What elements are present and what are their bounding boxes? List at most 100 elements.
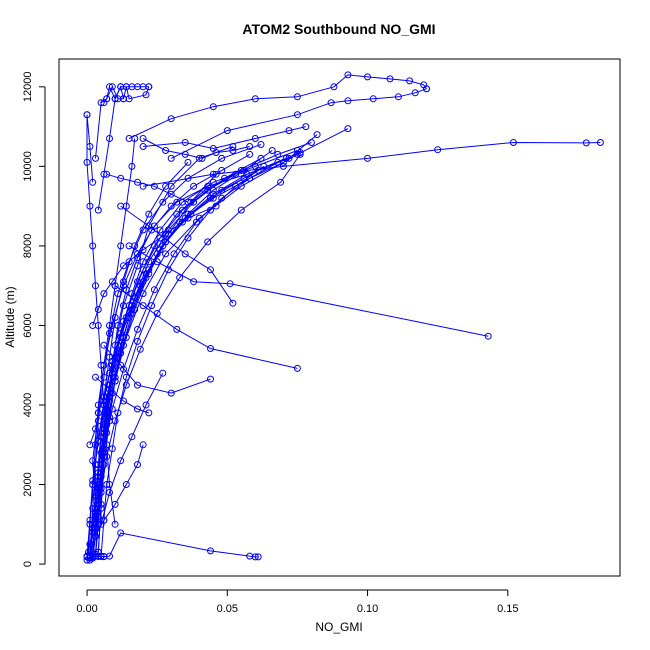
data-point	[394, 93, 402, 101]
data-point	[142, 401, 150, 409]
series-line	[114, 285, 298, 369]
series-25	[92, 83, 127, 162]
data-point	[293, 93, 301, 101]
data-point	[268, 147, 276, 154]
y-tick-label: 4000	[22, 393, 34, 417]
data-point	[167, 190, 175, 198]
series-line	[142, 138, 250, 159]
data-point	[411, 89, 419, 97]
chart-title: ATOM2 Southbound NO_GMI	[242, 21, 435, 37]
data-point	[386, 75, 394, 83]
data-point	[122, 286, 130, 294]
data-point	[434, 146, 442, 154]
data-point	[181, 150, 189, 158]
data-point	[251, 553, 259, 561]
data-point	[100, 341, 108, 349]
data-point	[364, 73, 371, 81]
data-point	[103, 95, 111, 103]
data-point	[120, 278, 127, 286]
data-point	[145, 409, 153, 417]
data-point	[117, 361, 125, 369]
data-point	[209, 145, 217, 152]
y-axis-label: Altitude (m)	[3, 286, 17, 347]
data-point	[167, 389, 175, 397]
data-point	[229, 147, 237, 154]
data-point	[246, 143, 254, 150]
data-point	[209, 170, 217, 178]
data-point	[83, 158, 91, 166]
data-point	[139, 441, 147, 449]
data-point	[106, 413, 113, 421]
series-line	[88, 134, 318, 553]
data-point	[92, 504, 99, 512]
series-layer	[83, 71, 604, 564]
data-point	[120, 262, 127, 270]
data-point	[293, 111, 301, 119]
series-line	[100, 372, 164, 525]
data-point	[117, 242, 125, 250]
data-point	[106, 385, 113, 393]
series-37	[103, 170, 192, 206]
data-point	[279, 162, 287, 170]
data-point	[150, 286, 158, 294]
data-point	[162, 182, 170, 190]
data-point	[293, 364, 301, 372]
data-point	[117, 529, 125, 537]
data-point	[184, 198, 192, 206]
data-point	[156, 226, 164, 234]
series-line	[86, 114, 94, 183]
data-point	[122, 481, 130, 488]
data-point	[89, 524, 97, 532]
data-point	[207, 345, 214, 352]
data-point	[120, 333, 127, 341]
y-tick-label: 8000	[22, 234, 34, 258]
series-28	[139, 139, 604, 190]
data-point	[167, 202, 175, 210]
data-point	[94, 409, 102, 417]
data-point	[94, 206, 102, 214]
data-point	[167, 115, 175, 123]
series-41	[89, 202, 220, 329]
data-point	[117, 83, 125, 91]
data-point	[86, 143, 94, 150]
data-point	[117, 174, 125, 182]
series-34	[89, 529, 262, 561]
series-26	[125, 71, 430, 142]
data-point	[423, 85, 430, 93]
x-tick-label: 0.05	[217, 603, 238, 615]
data-point	[484, 332, 492, 340]
series-30	[117, 202, 237, 307]
data-point	[218, 194, 226, 202]
data-point	[100, 553, 108, 560]
data-point	[120, 95, 127, 103]
data-point	[209, 186, 217, 194]
data-point	[134, 381, 141, 389]
data-point	[307, 139, 315, 146]
series-line	[128, 74, 427, 139]
series-line	[95, 376, 149, 414]
data-point	[111, 377, 119, 385]
data-point	[406, 77, 414, 85]
data-point	[100, 393, 108, 401]
data-point	[125, 135, 133, 142]
series-43	[92, 441, 147, 540]
y-axis: 0 2000 4000 6000 8000 10000 12000	[22, 72, 46, 567]
data-point	[111, 500, 119, 508]
data-point	[145, 270, 153, 278]
data-point	[100, 516, 108, 524]
data-point	[596, 139, 604, 146]
x-tick-label: 0.15	[497, 603, 518, 615]
data-point	[122, 381, 130, 389]
x-tick-label: 0.00	[76, 603, 97, 615]
data-point	[106, 353, 113, 361]
data-point	[125, 242, 133, 250]
data-point	[369, 95, 377, 103]
data-point	[344, 97, 352, 105]
y-tick-label: 2000	[22, 472, 34, 496]
series-line	[143, 141, 601, 187]
data-point	[181, 250, 189, 258]
series-33	[92, 373, 153, 417]
series-line	[106, 173, 189, 203]
data-point	[184, 214, 192, 222]
